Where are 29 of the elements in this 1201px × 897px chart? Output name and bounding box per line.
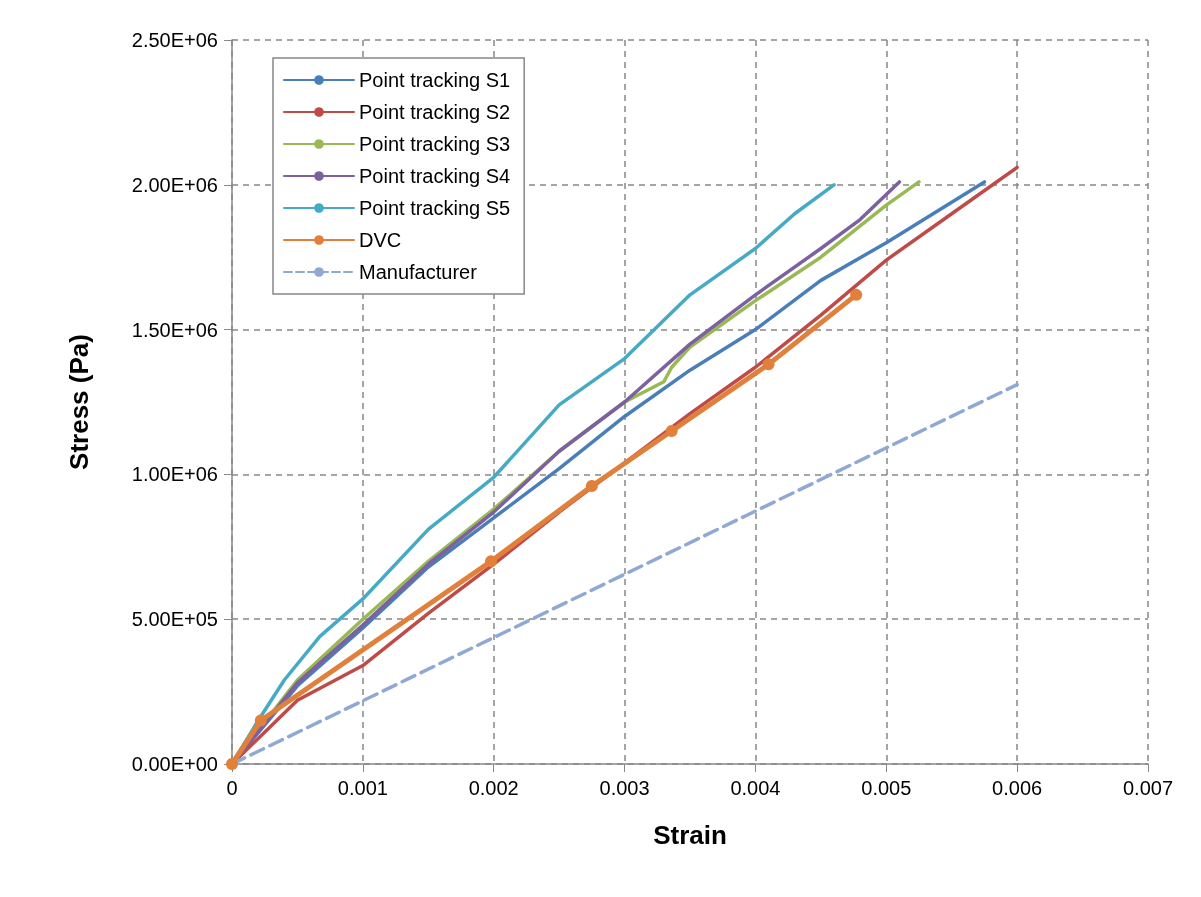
point xyxy=(665,424,678,437)
x-tick-label: 0 xyxy=(226,777,238,799)
legend-label: DVC xyxy=(359,229,402,251)
y-tick-label: 2.50E+06 xyxy=(131,29,218,51)
point xyxy=(762,358,775,371)
y-axis-title: Stress (Pa) xyxy=(64,334,94,470)
y-tick-label: 1.00E+06 xyxy=(131,463,218,486)
x-tick-label: 0.002 xyxy=(468,777,519,799)
y-tick-label: 1.50E+06 xyxy=(131,318,218,341)
x-tick-label: 0.007 xyxy=(1122,777,1174,799)
legend-label: Point tracking S4 xyxy=(359,165,511,187)
point xyxy=(585,479,598,492)
x-tick-label: 0.006 xyxy=(992,777,1043,799)
legend-label: Point tracking S2 xyxy=(359,101,511,123)
y-tick-label: 0.00E+00 xyxy=(131,753,218,775)
point xyxy=(850,288,863,301)
legend-label: Point tracking S1 xyxy=(359,69,511,91)
legend-label: Manufacturer xyxy=(359,261,478,283)
y-tick-label: 5.00E+05 xyxy=(131,608,218,631)
point xyxy=(485,555,498,568)
legend-label: Point tracking S3 xyxy=(359,133,511,155)
x-axis-title: Strain xyxy=(653,820,727,850)
x-tick-label: 0.003 xyxy=(599,777,650,799)
point xyxy=(254,714,267,727)
x-tick-label: 0.005 xyxy=(861,777,912,799)
x-tick-label: 0.004 xyxy=(730,777,781,799)
x-tick-label: 0.001 xyxy=(337,777,388,799)
y-tick-label: 2.00E+06 xyxy=(131,173,218,196)
legend-label: Point tracking S5 xyxy=(359,197,511,219)
